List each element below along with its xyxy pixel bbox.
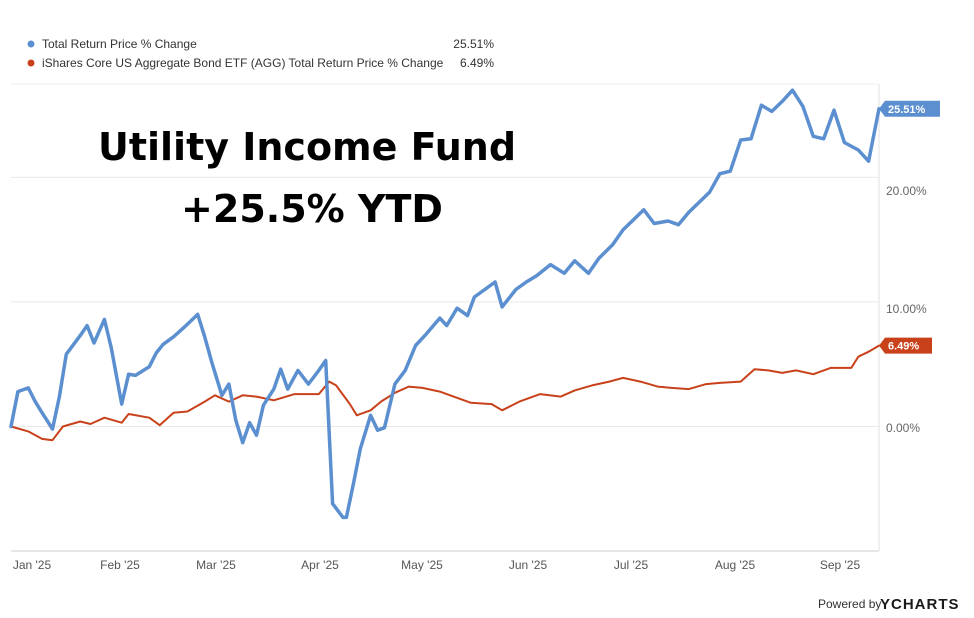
y-tick-label: 20.00% — [886, 184, 927, 198]
x-tick-label: Jan '25 — [13, 558, 52, 572]
series-line-fund — [9, 88, 881, 520]
legend-label-agg: iShares Core US Aggregate Bond ETF (AGG)… — [42, 56, 444, 70]
legend-value-fund: 25.51% — [453, 37, 494, 51]
flag-shape-agg — [879, 337, 932, 354]
x-tick-label: Jul '25 — [614, 558, 649, 572]
x-tick-label: Feb '25 — [100, 558, 140, 572]
flag-label-fund: 25.51% — [888, 104, 926, 116]
x-tick-label: Aug '25 — [715, 558, 756, 572]
x-axis-ticks: Jan '25 Feb '25 Mar '25 Apr '25 May '25 … — [13, 558, 861, 572]
ycharts-logo: YCHARTS — [880, 596, 960, 613]
x-tick-label: Sep '25 — [820, 558, 861, 572]
footer-brand: Powered by YCHARTS — [818, 596, 960, 613]
annotation-overlay: Utility Income Fund +25.5% YTD — [98, 125, 516, 231]
legend-label-fund: Total Return Price % Change — [42, 37, 197, 51]
legend-marker-fund — [27, 40, 35, 48]
powered-by-text: Powered by — [818, 597, 881, 611]
series-lines — [9, 88, 881, 520]
grid-lines — [11, 176, 879, 427]
legend-marker-agg — [27, 59, 35, 67]
x-tick-label: May '25 — [401, 558, 443, 572]
y-tick-label: 10.00% — [886, 302, 927, 316]
legend-value-agg: 6.49% — [460, 56, 494, 70]
annotation-subtitle: +25.5% YTD — [181, 187, 443, 231]
y-axis-ticks: 0.00% 10.00% 20.00% — [886, 184, 927, 435]
last-value-flag-agg: 6.49% — [879, 337, 932, 354]
flag-shape-fund — [879, 100, 940, 117]
x-tick-label: Apr '25 — [301, 558, 339, 572]
last-value-flag-fund: 25.51% — [879, 100, 940, 117]
y-tick-label: 0.00% — [886, 421, 920, 435]
annotation-title: Utility Income Fund — [98, 125, 516, 169]
legend: Total Return Price % Change 25.51% iShar… — [27, 37, 494, 70]
x-tick-label: Mar '25 — [196, 558, 236, 572]
series-line-agg — [10, 344, 880, 442]
x-tick-label: Jun '25 — [509, 558, 548, 572]
flag-label-agg: 6.49% — [888, 341, 919, 353]
